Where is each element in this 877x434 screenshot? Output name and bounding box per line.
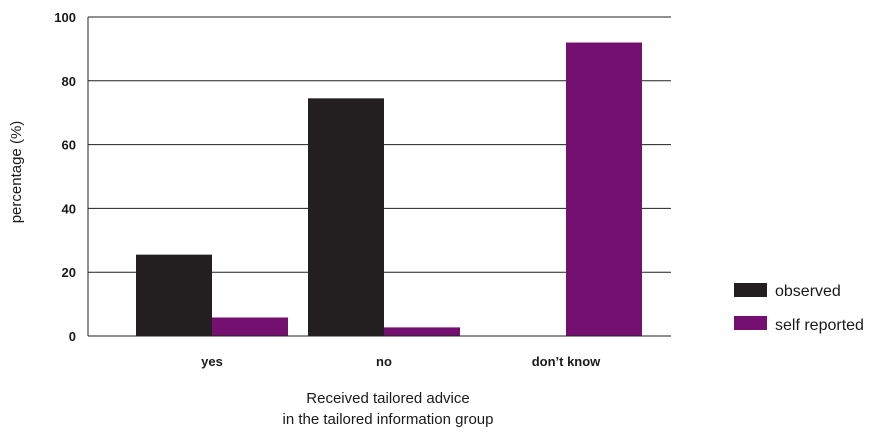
bar-self-reported-2 — [566, 42, 642, 337]
y-tick-label: 20 — [62, 265, 76, 280]
bar-self-reported-0 — [212, 317, 288, 336]
y-tick-label: 80 — [62, 74, 76, 89]
bars — [136, 42, 642, 337]
axes — [87, 17, 671, 337]
legend-swatch-observed — [734, 283, 767, 297]
legend-swatch-self-reported — [734, 316, 767, 330]
y-tick-label: 60 — [62, 138, 76, 153]
bar-observed-0 — [136, 254, 212, 336]
legend-label-observed: observed — [775, 283, 841, 300]
y-tick-label: 100 — [54, 10, 76, 25]
y-tick-labels: 0 20 40 60 80 100 — [54, 10, 76, 344]
y-tick-label: 40 — [62, 201, 76, 216]
bar-self-reported-1 — [384, 327, 460, 336]
y-tick-label: 0 — [69, 329, 76, 344]
x-tick-labels: yes no don’t know — [201, 354, 601, 369]
x-tick-label: don’t know — [532, 354, 601, 369]
x-axis-title-line-1: Received tailored advice — [306, 390, 469, 407]
bar-observed-1 — [308, 98, 384, 336]
legend: observed self reported — [734, 283, 864, 334]
y-axis-title: percentage (%) — [8, 121, 25, 224]
x-tick-label: yes — [201, 354, 223, 369]
legend-label-self-reported: self reported — [775, 317, 864, 334]
x-axis-title-line-2: in the tailored information group — [283, 411, 494, 428]
x-tick-label: no — [376, 354, 392, 369]
